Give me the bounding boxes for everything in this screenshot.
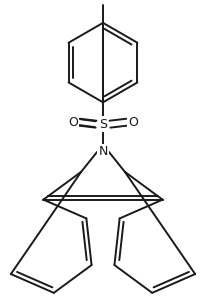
Text: O: O: [128, 116, 138, 129]
Text: S: S: [99, 118, 107, 131]
Text: O: O: [68, 116, 78, 129]
Text: N: N: [98, 145, 108, 159]
